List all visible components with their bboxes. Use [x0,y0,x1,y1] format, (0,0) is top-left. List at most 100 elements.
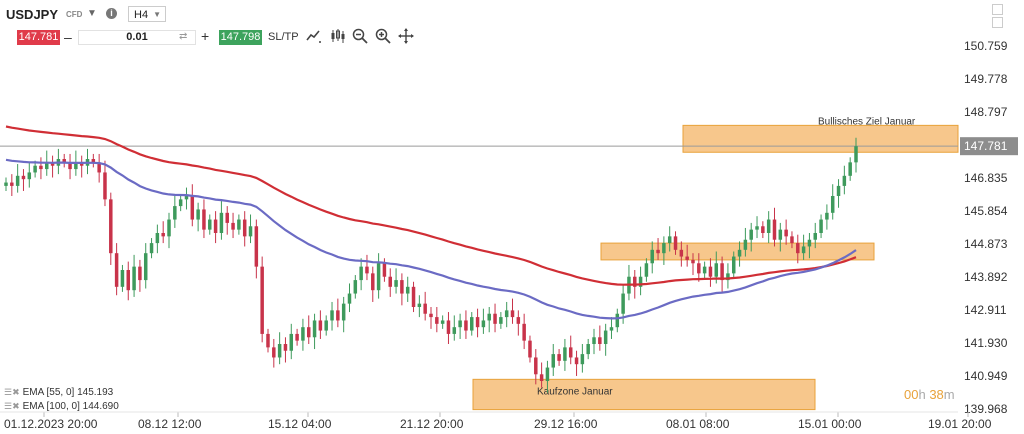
indicator-ema55[interactable]: ☰✖ EMA [55, 0] 145.193 [4,387,113,398]
symbol-name[interactable]: USDJPY [6,7,59,22]
candle-body [178,199,183,207]
window-minimize-button[interactable] [992,4,1003,15]
swap-icon[interactable]: ⇄ [179,31,188,42]
zoom-out-icon[interactable] [352,28,368,44]
sell-price-button[interactable]: 147.781 [17,30,60,45]
candle-body [68,162,72,170]
candle-body [667,236,672,244]
candle-body [149,243,154,254]
candle-body [481,320,486,328]
candle-body [254,226,259,267]
candle-body [62,158,66,163]
candle-body [15,175,20,186]
candle-body [475,317,480,328]
candle-body [208,219,212,230]
candle-body [510,310,515,318]
candle-body [173,206,177,220]
candle-body [143,253,148,281]
indicator-ema100[interactable]: ☰✖ EMA [100, 0] 144.690 [4,401,119,412]
timeframe-label: H4 [134,9,149,21]
candle-body [242,219,247,237]
candle-body [580,354,585,365]
candle-body [114,253,119,287]
candle-body [615,313,620,328]
candle-body [91,158,96,163]
candle-body [528,340,532,358]
candle-body [312,320,317,338]
candle-body [120,270,125,287]
candle-body [330,310,334,321]
candle-body [394,280,398,287]
candle-body [557,354,561,361]
crosshair-icon[interactable] [398,28,414,44]
candle-body [568,347,573,358]
candle-body [347,293,352,304]
candle-body [842,175,847,186]
buy-price-button[interactable]: 147.798 [219,30,262,45]
candle-body [726,273,730,281]
candle-body [190,195,195,220]
candle-body [766,219,771,233]
candle-body [289,333,294,351]
candle-body [586,344,590,355]
chevron-down-icon: ▼ [153,10,161,19]
candle-body [219,212,224,233]
settings-icon[interactable]: ☰✖ [4,401,20,411]
candle-body [371,273,375,291]
candle-body [138,266,142,281]
candle-body [103,172,107,200]
zone-box [472,378,816,411]
candle-body [301,327,305,341]
candle-body [353,280,358,294]
candle-body [796,243,800,254]
zone-box [600,242,875,261]
candle-body [464,320,468,331]
indicator-ema55-label: EMA [55, 0] 145.193 [22,387,114,398]
candle-body [633,276,637,287]
candle-body [836,185,841,196]
candle-body [470,317,474,331]
symbol-dropdown-icon[interactable]: ▼ [87,8,97,19]
settings-icon[interactable]: ☰✖ [4,387,20,397]
candle-body [126,270,131,291]
candle-body [638,276,643,287]
candle-body [79,162,84,166]
zone-box [682,124,959,153]
candle-body [196,209,200,220]
candle-body [213,219,218,233]
zoom-in-icon[interactable] [375,28,391,44]
candle-body [411,286,416,308]
candle-body [848,162,852,176]
candle-body [27,172,32,180]
window-maximize-button[interactable] [992,17,1003,28]
candle-body [132,266,136,291]
candle-body [382,263,387,277]
sltp-button[interactable]: SL/TP [268,31,299,43]
candles-icon[interactable] [330,28,346,44]
candle-body [260,266,264,334]
quantity-input[interactable]: 0.01 [78,30,196,45]
candle-body [341,303,346,321]
line-chart-icon[interactable] [306,28,322,44]
y-tick-label: 139.968 [964,402,1008,416]
timer-hours: 00 [904,387,919,402]
candle-body [702,266,707,274]
candle-body [324,320,328,331]
timeframe-select[interactable]: H4 ▼ [128,6,166,22]
candle-body [801,246,806,254]
candle-body [656,249,660,254]
candle-body [679,249,684,257]
y-tick-label: 142.911 [964,303,1007,317]
decrease-quantity-button[interactable]: – [64,29,72,45]
candle-body [458,320,462,328]
candle-body [365,266,369,274]
candle-body [225,212,229,223]
candle-body [673,236,678,250]
candle-body [452,327,457,334]
candle-body [499,317,503,324]
timer-minutes-unit: m [943,387,955,402]
candle-body [10,182,14,186]
info-icon[interactable]: i [106,8,117,19]
increase-quantity-button[interactable]: + [201,28,210,44]
